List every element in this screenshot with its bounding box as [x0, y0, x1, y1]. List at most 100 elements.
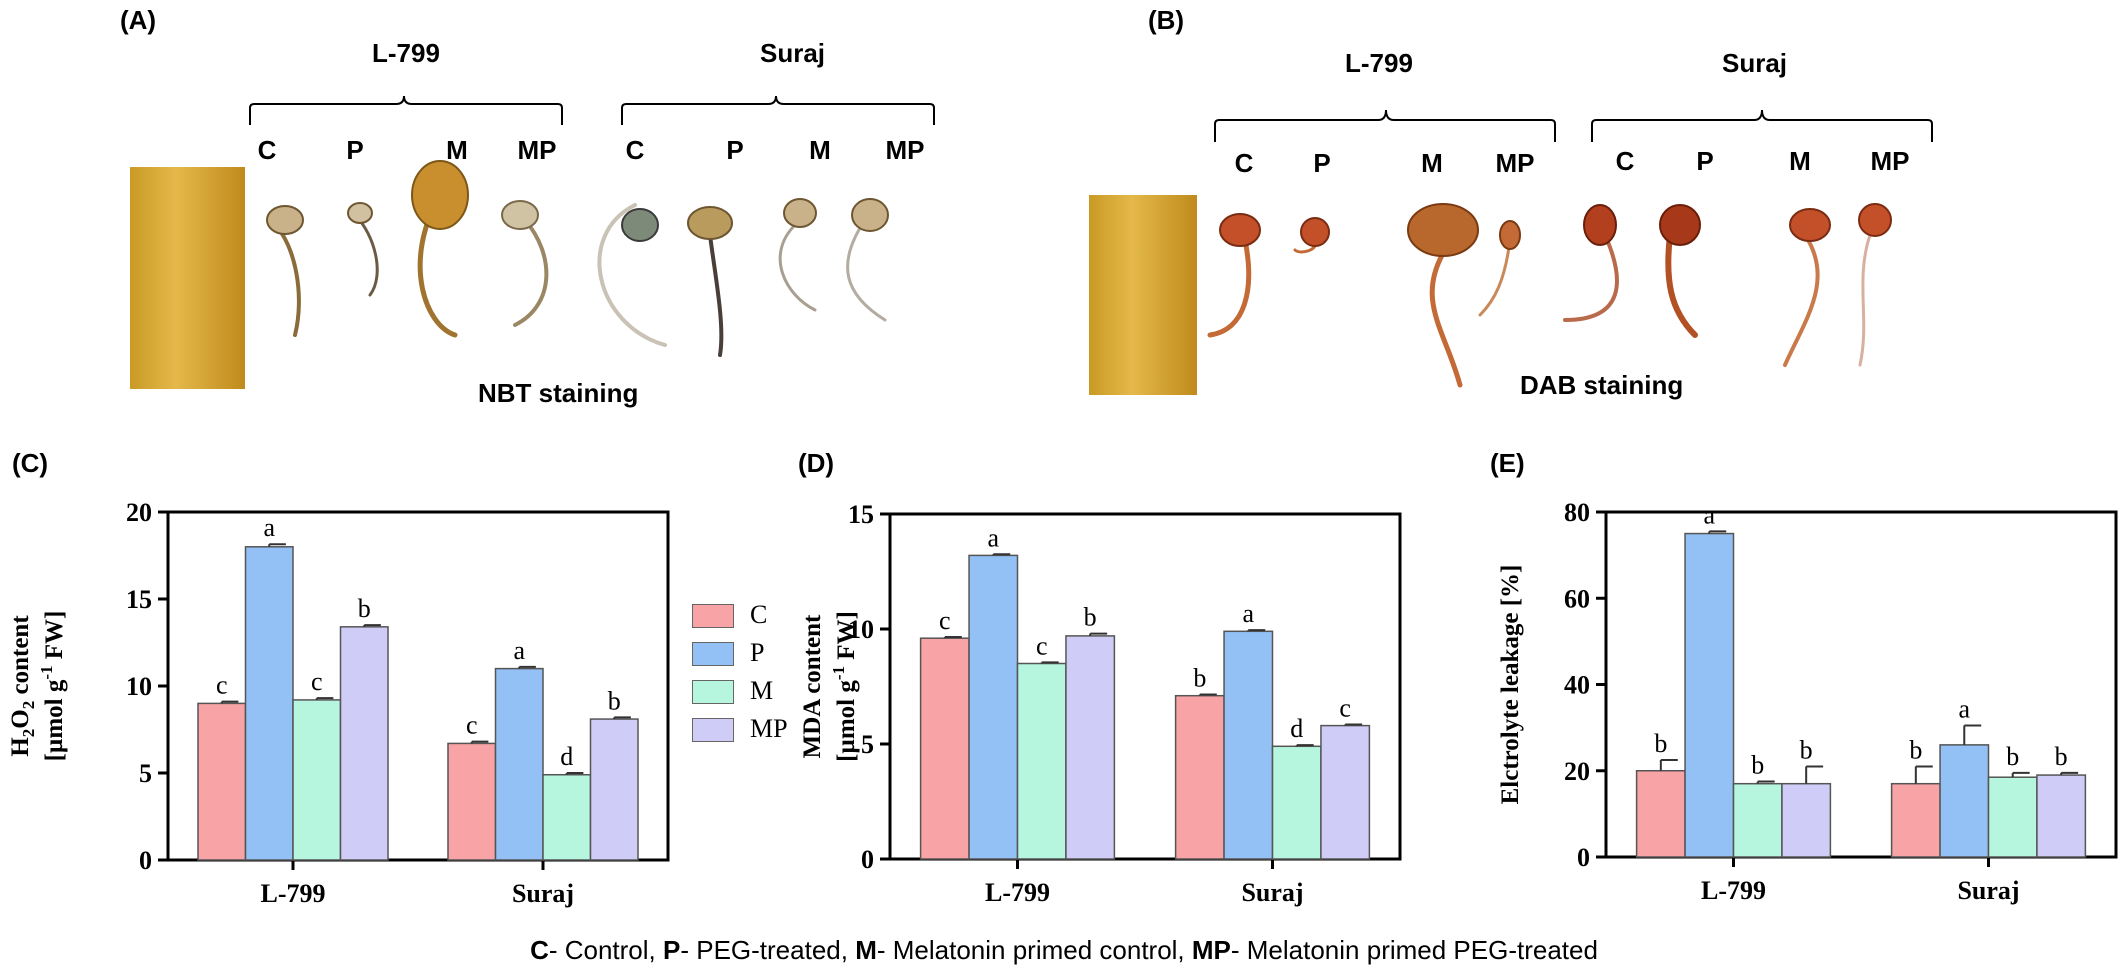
panel-b-trt-suraj-mp: MP [1870, 146, 1910, 176]
bar [1223, 630, 1274, 860]
bar [1016, 662, 1067, 860]
y-axis-label: [µmol g-1 FW] [829, 611, 860, 762]
significance-letter: c [466, 711, 478, 740]
y-tick-label: 20 [1564, 757, 1590, 786]
panel-b-label: (B) [1148, 5, 1185, 35]
y-tick-label: 0 [1577, 843, 1590, 872]
y-axis-label: [µmol g-1 FW] [37, 611, 68, 762]
panel-a-group-suraj: Suraj [760, 38, 826, 68]
bar [1732, 782, 1783, 858]
panel-a-trt-suraj-p: P [726, 135, 744, 165]
panel-e-label: (E) [1490, 448, 1525, 478]
significance-letter: b [1800, 735, 1813, 764]
ruler-image [1089, 195, 1197, 395]
legend-swatch-c [692, 604, 734, 628]
x-tick-label: Suraj [512, 879, 574, 908]
seedlings-image [266, 160, 889, 357]
significance-letter: a [513, 636, 525, 665]
seedlings-image [1207, 203, 1892, 388]
bar [2036, 774, 2087, 858]
y-tick-label: 0 [861, 845, 874, 874]
y-axis-label: MDA content [799, 614, 826, 758]
significance-letter: b [2055, 742, 2068, 771]
bar [197, 702, 247, 861]
panel-d-label: (D) [798, 448, 835, 478]
y-tick-label: 5 [861, 730, 874, 759]
footer-key-c: C [530, 935, 549, 965]
significance-letter: b [1751, 751, 1764, 780]
panel-b-group-l799: L-799 [1345, 48, 1413, 78]
panel-b-trt-suraj-p: P [1696, 146, 1714, 176]
significance-letter: a [1959, 694, 1971, 723]
significance-letter: b [2006, 742, 2019, 771]
significance-letter: c [1036, 631, 1048, 660]
significance-letter: b [608, 686, 621, 715]
y-tick-label: 0 [139, 846, 152, 875]
y-tick-label: 20 [126, 498, 152, 527]
footer-key-p: P [663, 935, 681, 965]
panel-a-trt-suraj-mp: MP [885, 135, 925, 165]
significance-letter: b [1909, 735, 1922, 764]
panel-a-stain-label: NBT staining [478, 378, 639, 408]
footer-text-c: - Control, [548, 935, 663, 965]
footer-text-m: - Melatonin primed control, [876, 935, 1192, 965]
y-axis-label: Elctrolyte leakage [%] [1497, 565, 1524, 805]
h2o2-chart: 0 5 10 15 20 H2O2 content[µmol g-1 FW] L-799 c a… [7, 498, 670, 908]
bar [1781, 782, 1832, 858]
bar [447, 742, 497, 861]
bar [1939, 744, 1990, 858]
footer-key-m: M [855, 935, 877, 965]
panel-b-brackets [1214, 109, 1933, 142]
bar [1890, 782, 1941, 858]
bar [494, 667, 544, 861]
bar [244, 546, 294, 861]
footer-text-mp: - Melatonin primed PEG-treated [1230, 935, 1598, 965]
bar [919, 637, 970, 860]
bar [339, 626, 389, 861]
significance-letter: a [1243, 599, 1255, 628]
mda-chart: 0 5 10 15 MDA content [µmol g-1 FW] L-799 c a c b S… [799, 500, 1402, 907]
panel-a-trt-suraj-m: M [809, 135, 831, 165]
legend-swatch-m [692, 680, 734, 704]
x-tick-label: L-799 [261, 879, 326, 908]
ruler-image [130, 167, 245, 389]
figure-footer: C- Control, P- PEG-treated, M- Melatonin… [0, 935, 2128, 966]
significance-letter: b [1654, 729, 1667, 758]
significance-letter: a [1704, 500, 1716, 529]
bar [589, 718, 639, 861]
nbt-photo [125, 95, 980, 395]
significance-letter: c [939, 606, 951, 635]
y-tick-label: 15 [126, 585, 152, 614]
x-tick-label: Suraj [1241, 878, 1303, 907]
electrolyte-leakage-chart: 0 20 40 60 80 Elctrolyte leakage [%] L-799 b a b b… [1497, 498, 2118, 905]
legend-label-mp: MP [750, 714, 788, 743]
significance-letter: d [1290, 714, 1303, 743]
panel-a-label: (A) [120, 5, 157, 35]
significance-letter: b [358, 594, 371, 623]
footer-text-p: - PEG-treated, [680, 935, 856, 965]
panel-b-trt-l799-p: P [1313, 148, 1331, 178]
y-tick-label: 40 [1564, 671, 1590, 700]
panel-a-trt-l799-p: P [346, 135, 364, 165]
y-tick-label: 10 [126, 672, 152, 701]
panel-a-trt-l799-c: C [257, 135, 277, 165]
panel-b-trt-l799-c: C [1234, 148, 1254, 178]
panel-c-label: (C) [12, 448, 49, 478]
panel-b-stain-label: DAB staining [1520, 370, 1684, 400]
y-tick-label: 80 [1564, 498, 1590, 527]
legend-swatch-p [692, 642, 734, 666]
x-tick-label: L-799 [1701, 876, 1766, 905]
panel-b-trt-suraj-m: M [1789, 146, 1811, 176]
y-tick-label: 60 [1564, 584, 1590, 613]
significance-letter: c [216, 671, 228, 700]
significance-letter: c [1339, 693, 1351, 722]
bar [1320, 724, 1371, 860]
significance-letter: a [263, 513, 275, 542]
significance-letter: b [1084, 603, 1097, 632]
y-tick-label: 5 [139, 759, 152, 788]
bar [542, 773, 592, 861]
y-axis-label: H2O2 content [7, 615, 38, 757]
panel-a-trt-l799-mp: MP [517, 135, 557, 165]
significance-letter: b [1193, 664, 1206, 693]
panel-a-trt-suraj-c: C [625, 135, 645, 165]
